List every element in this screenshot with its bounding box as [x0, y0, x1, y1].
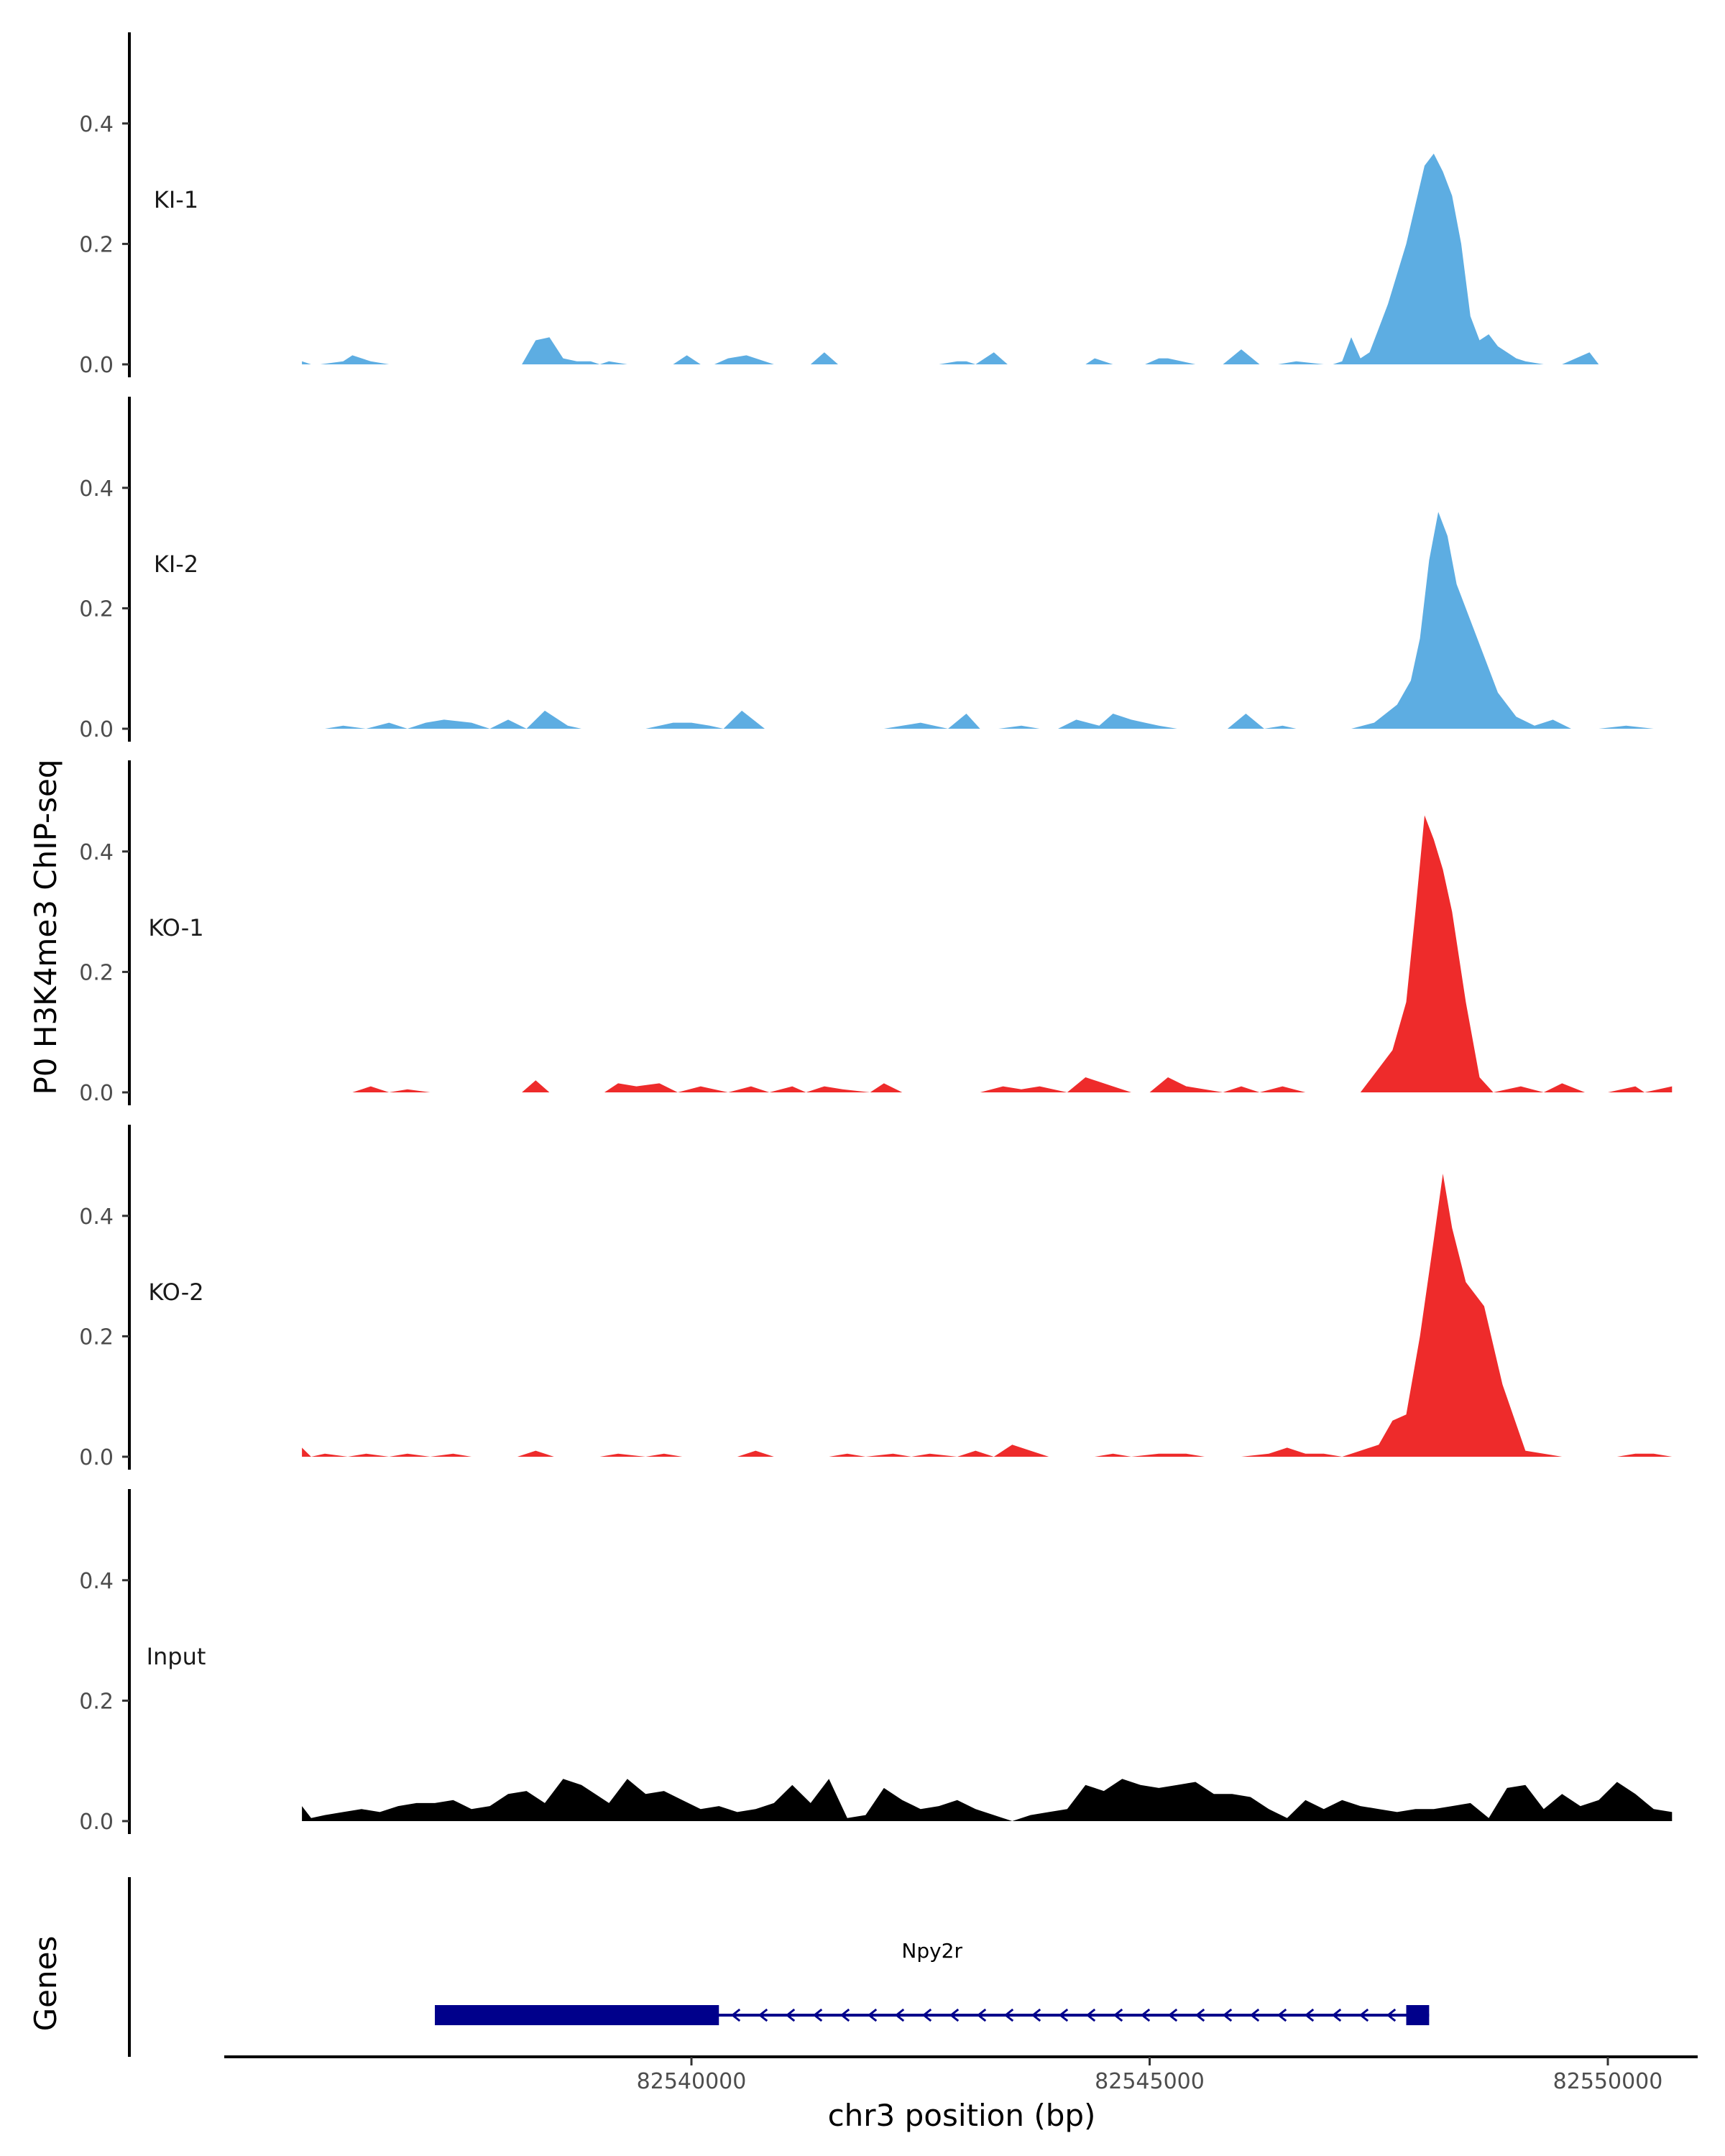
- gene-name-label: Npy2r: [901, 1939, 962, 1963]
- y-tick-label: 0.4: [79, 1569, 114, 1594]
- gene-exon-block: [1406, 2005, 1430, 2025]
- gene-exon-block: [435, 2005, 719, 2025]
- y-tick-label: 0.0: [79, 1810, 114, 1835]
- strand-arrow: [758, 2008, 768, 2022]
- y-tick-label: 0.2: [79, 232, 114, 257]
- y-tick-label: 0.0: [79, 717, 114, 742]
- strand-arrow: [949, 2008, 960, 2022]
- genes-panel: Npy2r: [128, 1877, 1430, 2057]
- genes-axis-title: Genes: [28, 1936, 63, 2032]
- strand-arrow: [785, 2008, 796, 2022]
- strand-arrow: [1003, 2008, 1014, 2022]
- strand-arrow: [1058, 2008, 1069, 2022]
- x-tick-label: 82540000: [637, 2069, 747, 2094]
- y-tick-label: 0.2: [79, 960, 114, 985]
- track-label: KI-1: [154, 186, 198, 213]
- strand-arrow: [867, 2008, 878, 2022]
- track-ko-1: 0.0 0.2 0.4 KO-1: [79, 760, 1673, 1106]
- y-tick-label: 0.0: [79, 353, 114, 378]
- strand-arrow: [1167, 2008, 1178, 2022]
- x-axis: 82540000 82545000 82550000: [224, 2055, 1698, 2094]
- track-label: KO-2: [148, 1279, 203, 1306]
- signal-area-ki-1: [302, 153, 1636, 364]
- y-tick-label: 0.0: [79, 1081, 114, 1106]
- strand-arrow: [894, 2008, 905, 2022]
- y-tick-label: 0.2: [79, 596, 114, 622]
- strand-arrow: [1386, 2008, 1397, 2022]
- track-input: 0.0 0.2 0.4 Input: [79, 1489, 1673, 1835]
- strand-arrow: [812, 2008, 823, 2022]
- strand-arrow: [1331, 2008, 1342, 2022]
- strand-arrow: [1304, 2008, 1315, 2022]
- signal-area-ki-2: [325, 512, 1690, 729]
- strand-arrow: [976, 2008, 987, 2022]
- signal-area-ko-1: [302, 815, 1673, 1092]
- track-ki-1: 0.0 0.2 0.4 KI-1: [79, 32, 1636, 378]
- strand-arrow: [1358, 2008, 1369, 2022]
- strand-arrow: [1085, 2008, 1096, 2022]
- y-tick-label: 0.4: [79, 1204, 114, 1230]
- x-tick-label: 82550000: [1553, 2069, 1663, 2094]
- strand-arrow: [1249, 2008, 1260, 2022]
- strand-arrow: [1195, 2008, 1205, 2022]
- x-tick-label: 82545000: [1095, 2069, 1205, 2094]
- strand-arrow: [730, 2008, 741, 2022]
- signal-area-input: [302, 1779, 1673, 1821]
- y-tick-label: 0.2: [79, 1325, 114, 1350]
- y-tick-label: 0.4: [79, 112, 114, 137]
- strand-arrow: [1031, 2008, 1041, 2022]
- strand-arrow: [1222, 2008, 1233, 2022]
- y-axis-title: P0 H3K4me3 ChIP-seq: [28, 759, 63, 1095]
- strand-arrow: [840, 2008, 850, 2022]
- strand-arrow: [1113, 2008, 1123, 2022]
- strand-arrow: [921, 2008, 932, 2022]
- x-axis-title: chr3 position (bp): [828, 2098, 1096, 2133]
- strand-arrow: [1140, 2008, 1151, 2022]
- strand-arrow: [1276, 2008, 1287, 2022]
- y-tick-label: 0.4: [79, 840, 114, 865]
- track-label: KI-2: [154, 550, 198, 578]
- track-ko-2: 0.0 0.2 0.4 KO-2: [79, 1125, 1673, 1470]
- y-tick-label: 0.4: [79, 476, 114, 502]
- signal-area-ko-2: [302, 1174, 1673, 1457]
- track-ki-2: 0.0 0.2 0.4 KI-2: [79, 397, 1690, 742]
- track-label: Input: [147, 1643, 206, 1670]
- y-tick-label: 0.2: [79, 1689, 114, 1714]
- y-tick-label: 0.0: [79, 1445, 114, 1470]
- tracks-layer: 0.00.20.4KI-10.00.20.4KI-20.00.20.4KO-10…: [79, 32, 1690, 1835]
- track-label: KO-1: [148, 914, 203, 941]
